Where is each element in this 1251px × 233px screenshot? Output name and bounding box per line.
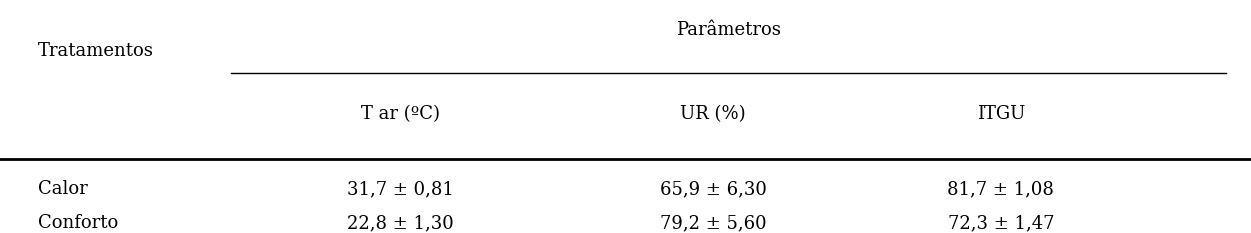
Text: 22,8 ± 1,30: 22,8 ± 1,30	[347, 214, 454, 232]
Text: Parâmetros: Parâmetros	[677, 21, 781, 39]
Text: 72,3 ± 1,47: 72,3 ± 1,47	[947, 214, 1055, 232]
Text: 31,7 ± 0,81: 31,7 ± 0,81	[347, 180, 454, 198]
Text: T ar (ºC): T ar (ºC)	[360, 105, 440, 123]
Text: 65,9 ± 6,30: 65,9 ± 6,30	[659, 180, 767, 198]
Text: UR (%): UR (%)	[681, 105, 746, 123]
Text: Calor: Calor	[38, 180, 88, 198]
Text: Conforto: Conforto	[38, 214, 118, 232]
Text: 81,7 ± 1,08: 81,7 ± 1,08	[947, 180, 1055, 198]
Text: 79,2 ± 5,60: 79,2 ± 5,60	[659, 214, 767, 232]
Text: Tratamentos: Tratamentos	[38, 42, 154, 60]
Text: ITGU: ITGU	[977, 105, 1025, 123]
